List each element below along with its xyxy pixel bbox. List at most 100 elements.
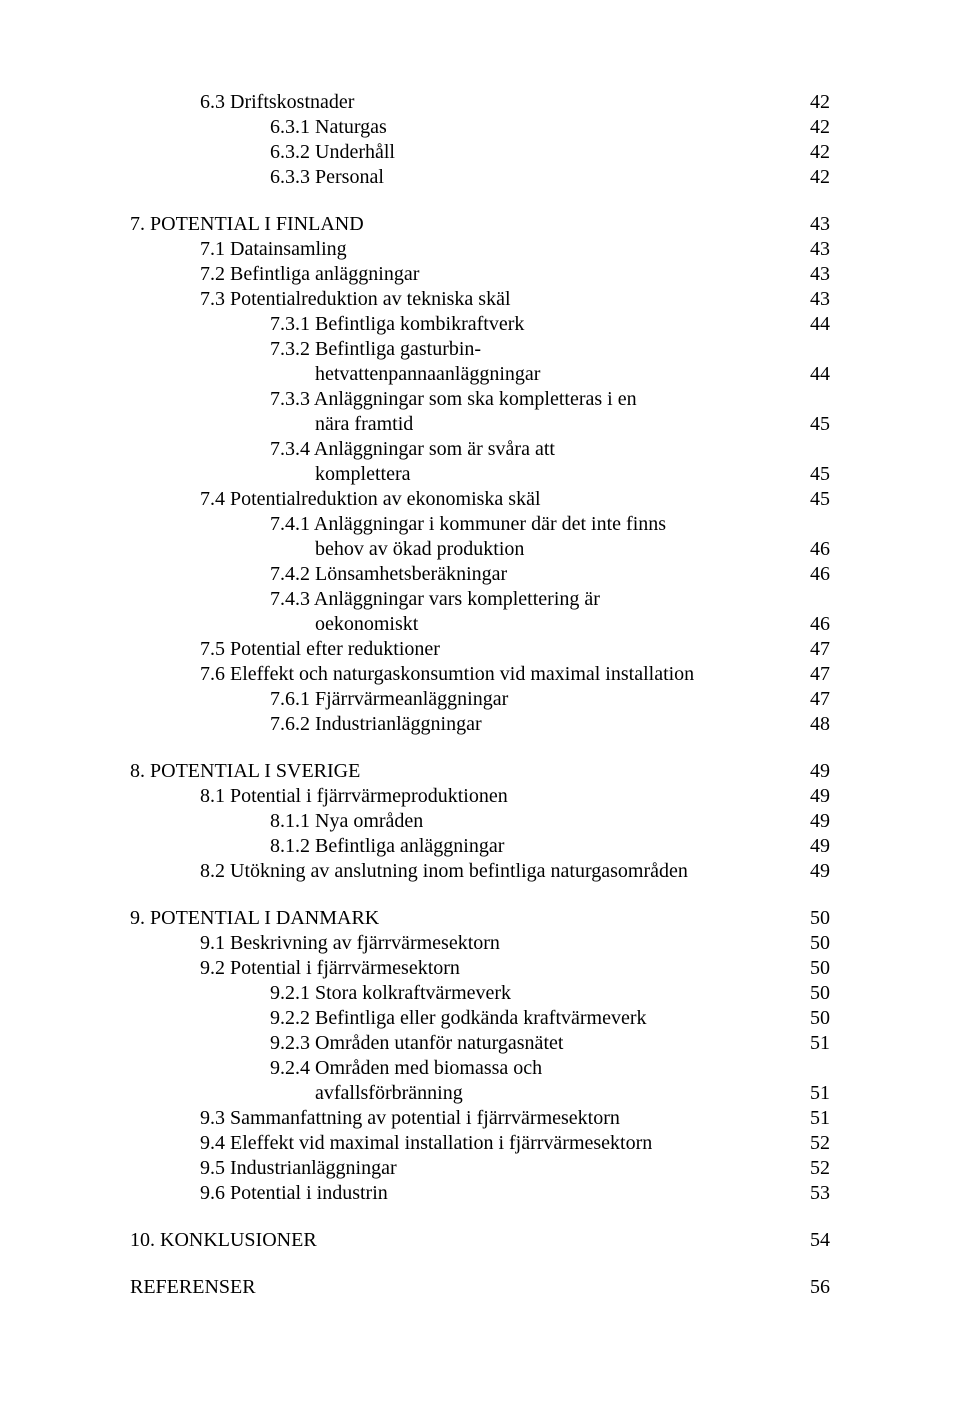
toc-entry-text: nära framtid (130, 412, 790, 437)
section-gap (130, 737, 830, 759)
toc-entry-page: 45 (790, 462, 830, 487)
toc-entry-text: 7.1 Datainsamling (130, 237, 790, 262)
toc-entry: 8.1.2 Befintliga anläggningar49 (130, 834, 830, 859)
toc-entry: 6.3.1 Naturgas42 (130, 115, 830, 140)
toc-entry: 7.1 Datainsamling43 (130, 237, 830, 262)
toc-entry-text: hetvattenpannaanläggningar (130, 362, 790, 387)
toc-entry-text: 6.3.1 Naturgas (130, 115, 790, 140)
toc-entry-page: 46 (790, 537, 830, 562)
toc-entry: 9.2.4 Områden med biomassa och (130, 1056, 830, 1081)
toc-entry-text: 9.3 Sammanfattning av potential i fjärrv… (130, 1106, 790, 1131)
toc-entry-text: 9.2.3 Områden utanför naturgasnätet (130, 1031, 790, 1056)
toc-entry: 7.4 Potentialreduktion av ekonomiska skä… (130, 487, 830, 512)
toc-entry: 7.3 Potentialreduktion av tekniska skäl4… (130, 287, 830, 312)
toc-entry: 10. KONKLUSIONER54 (130, 1228, 830, 1253)
toc-entry-page: 52 (790, 1156, 830, 1181)
toc-entry-page: 42 (790, 115, 830, 140)
toc-entry-page: 47 (790, 687, 830, 712)
toc-entry: 9.3 Sammanfattning av potential i fjärrv… (130, 1106, 830, 1131)
toc-entry: 9. POTENTIAL I DANMARK50 (130, 906, 830, 931)
toc-entry-page: 49 (790, 784, 830, 809)
toc-entry-page: 45 (790, 487, 830, 512)
toc-entry-text: REFERENSER (130, 1275, 790, 1300)
section-gap (130, 1206, 830, 1228)
toc-entry: 9.2 Potential i fjärrvärmesektorn50 (130, 956, 830, 981)
toc-entry: 7.3.3 Anläggningar som ska kompletteras … (130, 387, 830, 412)
toc-entry-page: 50 (790, 906, 830, 931)
toc-entry-text: 7.3.2 Befintliga gasturbin- (130, 337, 790, 362)
toc-entry: 8. POTENTIAL I SVERIGE49 (130, 759, 830, 784)
toc-entry: 7.5 Potential efter reduktioner47 (130, 637, 830, 662)
toc-entry: 7.6.1 Fjärrvärmeanläggningar47 (130, 687, 830, 712)
toc-entry-text: 7.4 Potentialreduktion av ekonomiska skä… (130, 487, 790, 512)
toc-entry-page: 43 (790, 237, 830, 262)
toc-entry-page: 42 (790, 165, 830, 190)
toc-entry: 8.2 Utökning av anslutning inom befintli… (130, 859, 830, 884)
toc-entry: REFERENSER56 (130, 1275, 830, 1300)
toc-entry-page: 50 (790, 981, 830, 1006)
section-gap (130, 1253, 830, 1275)
toc-entry-text: 7.3 Potentialreduktion av tekniska skäl (130, 287, 790, 312)
toc-entry: 9.6 Potential i industrin53 (130, 1181, 830, 1206)
toc-entry-text: 9.2.2 Befintliga eller godkända kraftvär… (130, 1006, 790, 1031)
toc-entry-text: 7.6 Eleffekt och naturgaskonsumtion vid … (130, 662, 790, 687)
toc-entry: behov av ökad produktion46 (130, 537, 830, 562)
toc-entry-text: 7.3.3 Anläggningar som ska kompletteras … (130, 387, 790, 412)
toc-entry-text: 9.2.4 Områden med biomassa och (130, 1056, 790, 1081)
toc-entry-page: 46 (790, 562, 830, 587)
toc-entry-text: 7. POTENTIAL I FINLAND (130, 212, 790, 237)
toc-entry: 7.4.1 Anläggningar i kommuner där det in… (130, 512, 830, 537)
toc-entry: avfallsförbränning51 (130, 1081, 830, 1106)
toc-entry: 9.2.2 Befintliga eller godkända kraftvär… (130, 1006, 830, 1031)
toc-entry-page: 50 (790, 931, 830, 956)
toc-entry: 9.2.1 Stora kolkraftvärmeverk50 (130, 981, 830, 1006)
toc-entry-text: 8.2 Utökning av anslutning inom befintli… (130, 859, 790, 884)
toc-entry-text: 9.5 Industrianläggningar (130, 1156, 790, 1181)
toc-entry-page: 43 (790, 212, 830, 237)
toc-entry-page: 49 (790, 809, 830, 834)
toc-entry-text: behov av ökad produktion (130, 537, 790, 562)
toc-entry: 7.3.2 Befintliga gasturbin- (130, 337, 830, 362)
toc-entry-text: komplettera (130, 462, 790, 487)
toc-entry: 8.1.1 Nya områden49 (130, 809, 830, 834)
toc-entry-text: 9.2.1 Stora kolkraftvärmeverk (130, 981, 790, 1006)
toc-entry: 9.4 Eleffekt vid maximal installation i … (130, 1131, 830, 1156)
toc-entry-text: oekonomiskt (130, 612, 790, 637)
toc-entry-page: 48 (790, 712, 830, 737)
toc-entry-text: 9.4 Eleffekt vid maximal installation i … (130, 1131, 790, 1156)
toc-entry-page: 51 (790, 1081, 830, 1106)
toc-entry-text: 10. KONKLUSIONER (130, 1228, 790, 1253)
toc-entry-text: 7.5 Potential efter reduktioner (130, 637, 790, 662)
toc-entry-page: 52 (790, 1131, 830, 1156)
toc-entry-page: 49 (790, 834, 830, 859)
toc-entry-page: 50 (790, 1006, 830, 1031)
toc-entry-page: 43 (790, 287, 830, 312)
toc-entry: 9.2.3 Områden utanför naturgasnätet51 (130, 1031, 830, 1056)
toc-entry-text: 9.2 Potential i fjärrvärmesektorn (130, 956, 790, 981)
toc-entry-text: 8. POTENTIAL I SVERIGE (130, 759, 790, 784)
toc-entry-text: 8.1.2 Befintliga anläggningar (130, 834, 790, 859)
toc-entry-text: 9.6 Potential i industrin (130, 1181, 790, 1206)
toc-entry-text: 6.3 Driftskostnader (130, 90, 790, 115)
toc-entry-text: avfallsförbränning (130, 1081, 790, 1106)
toc-entry-page: 51 (790, 1031, 830, 1056)
toc-entry: 6.3 Driftskostnader42 (130, 90, 830, 115)
toc-entry-text: 9.1 Beskrivning av fjärrvärmesektorn (130, 931, 790, 956)
toc-entry: 9.5 Industrianläggningar52 (130, 1156, 830, 1181)
toc-page: 6.3 Driftskostnader426.3.1 Naturgas426.3… (0, 0, 960, 1405)
toc-entry: 7.3.1 Befintliga kombikraftverk44 (130, 312, 830, 337)
toc-entry-text: 7.3.4 Anläggningar som är svåra att (130, 437, 790, 462)
toc-entry: komplettera45 (130, 462, 830, 487)
toc-entry: 7. POTENTIAL I FINLAND43 (130, 212, 830, 237)
toc-entry: 6.3.3 Personal42 (130, 165, 830, 190)
toc-entry-page: 44 (790, 312, 830, 337)
toc-entry-page: 43 (790, 262, 830, 287)
toc-entry-page: 47 (790, 637, 830, 662)
toc-entry-text: 8.1 Potential i fjärrvärmeproduktionen (130, 784, 790, 809)
toc-entry: 9.1 Beskrivning av fjärrvärmesektorn50 (130, 931, 830, 956)
toc-entry: oekonomiskt46 (130, 612, 830, 637)
toc-entry-page: 54 (790, 1228, 830, 1253)
toc-entry-page: 50 (790, 956, 830, 981)
toc-entry-page: 42 (790, 140, 830, 165)
toc-entry-page: 51 (790, 1106, 830, 1131)
